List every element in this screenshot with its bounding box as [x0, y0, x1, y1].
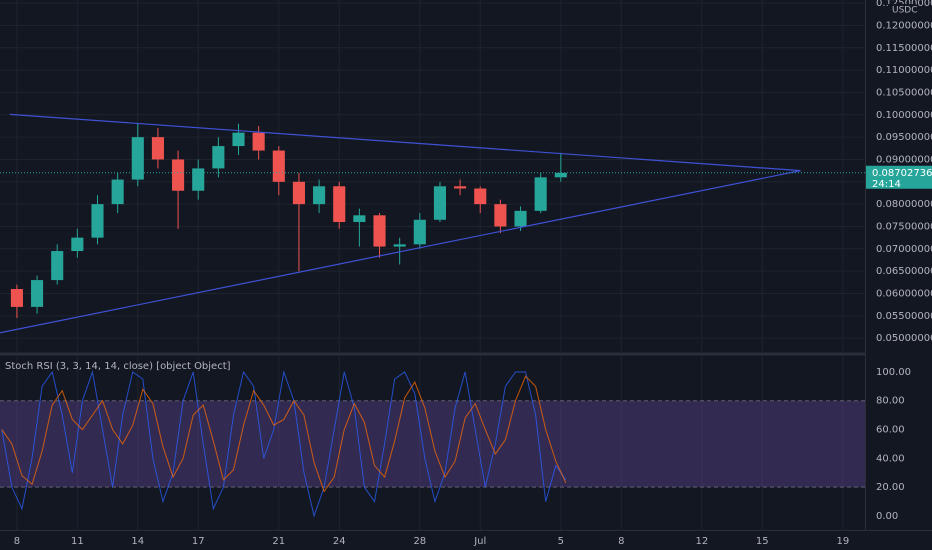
stoch-line [1, 369, 567, 518]
y-tick-label: 20.00 [876, 482, 905, 493]
indicator-title: Stoch RSI (3, 3, 14, 14, close) [object … [5, 361, 231, 372]
candle-body [433, 186, 446, 220]
y-tick-label: 60.00 [876, 425, 905, 436]
y-tick-label: 0.0750000000 [876, 221, 932, 232]
stoch-line [1, 375, 567, 493]
quote-badge [888, 4, 916, 16]
x-tick-label: 5 [558, 536, 564, 547]
time-axis [0, 530, 932, 550]
candle-body [252, 132, 265, 151]
candle-body [91, 204, 104, 238]
candle-body [413, 219, 426, 245]
quote-label: USDC [892, 6, 918, 16]
y-tick-label: 0.0650000000 [876, 266, 932, 277]
candle-body [71, 237, 84, 252]
y-tick-label: 0.0550000000 [876, 311, 932, 322]
trendline [0, 170, 801, 334]
y-tick-label: 0.0700000000 [876, 244, 932, 255]
x-tick-label: Jul [473, 536, 486, 547]
y-tick-label: 0.1100000000 [876, 65, 932, 76]
candle-body [151, 137, 164, 160]
candle-body [51, 251, 64, 281]
candle-body [454, 186, 467, 189]
x-tick-label: 8 [618, 536, 624, 547]
candle-body [272, 150, 285, 182]
candle-body [292, 181, 305, 205]
y-tick-label: 0.0950000000 [876, 132, 932, 143]
candle-body [192, 168, 205, 191]
candle-body [212, 146, 225, 169]
x-tick-label: 19 [836, 536, 849, 547]
countdown-label: 24:14 [872, 179, 901, 190]
candle-body [373, 215, 386, 247]
x-tick-label: 24 [333, 536, 346, 547]
x-tick-label: 8 [14, 536, 20, 547]
y-tick-label: 40.00 [876, 453, 905, 464]
last-price-badge [866, 165, 932, 189]
candle-body [31, 280, 44, 307]
y-tick-label: 80.00 [876, 396, 905, 407]
y-tick-label: 0.0900000000 [876, 154, 932, 165]
y-tick-label: 0.00 [876, 511, 898, 522]
candle-body [474, 188, 487, 205]
candle-body [514, 210, 527, 227]
price-axis [865, 0, 932, 550]
band-fill [0, 400, 865, 488]
x-tick-label: 14 [131, 536, 144, 547]
candle-body [232, 132, 245, 147]
trendline [9, 113, 801, 172]
y-tick-label: 0.0800000000 [876, 199, 932, 210]
x-tick-label: 12 [695, 536, 708, 547]
y-tick-label: 0.1150000000 [876, 43, 932, 54]
candle-body [172, 159, 185, 191]
candle-body [534, 177, 547, 211]
y-tick-label: 0.1200000000 [876, 20, 932, 31]
y-tick-label: 0.0600000000 [876, 288, 932, 299]
x-tick-label: 11 [71, 536, 84, 547]
candle-body [10, 289, 23, 307]
candle-body [393, 244, 406, 247]
last-price-label: 0.0870273665 [872, 168, 932, 179]
x-tick-label: 17 [192, 536, 205, 547]
candle-body [313, 186, 326, 205]
x-tick-label: 28 [413, 536, 426, 547]
candle-body [494, 204, 507, 227]
candle-body [333, 186, 346, 223]
x-tick-label: 15 [756, 536, 769, 547]
x-tick-label: 21 [272, 536, 285, 547]
y-tick-label: 100.00 [876, 367, 911, 378]
candle-body [111, 179, 124, 205]
y-tick-label: 0.1000000000 [876, 110, 932, 121]
candle-body [554, 172, 567, 178]
candle-body [131, 137, 144, 180]
candle-body [353, 215, 366, 223]
y-tick-label: 0.0500000000 [876, 333, 932, 344]
y-tick-label: 0.1050000000 [876, 87, 932, 98]
